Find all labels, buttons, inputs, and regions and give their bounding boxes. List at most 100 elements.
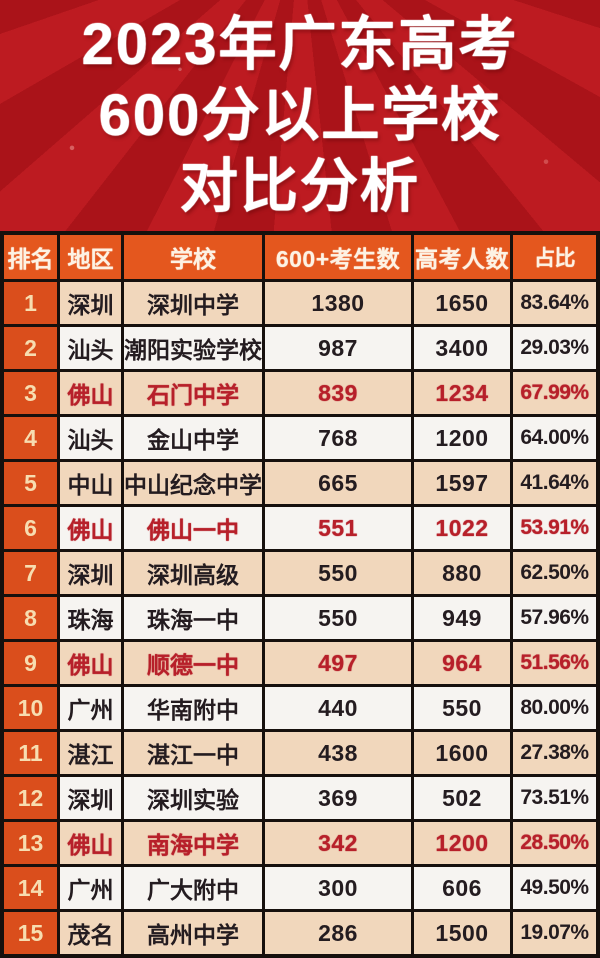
table-row: 10 广州 华南附中 440 550 80.00% <box>4 687 596 729</box>
percent-cell: 73.51% <box>513 777 596 819</box>
gaokao-total-cell: 1234 <box>414 372 510 414</box>
school-cell: 中山纪念中学 <box>124 462 262 504</box>
count-600-cell: 342 <box>265 822 411 864</box>
table-row: 1 深圳 深圳中学 1380 1650 83.64% <box>4 282 596 324</box>
school-cell: 深圳高级 <box>124 552 262 594</box>
count-600-cell: 550 <box>265 552 411 594</box>
percent-cell: 67.99% <box>513 372 596 414</box>
rank-cell: 7 <box>4 552 57 594</box>
count-600-cell: 550 <box>265 597 411 639</box>
gaokao-total-cell: 550 <box>414 687 510 729</box>
rank-cell: 11 <box>4 732 57 774</box>
percent-cell: 28.50% <box>513 822 596 864</box>
rank-cell: 13 <box>4 822 57 864</box>
school-cell: 金山中学 <box>124 417 262 459</box>
school-cell: 顺德一中 <box>124 642 262 684</box>
percent-cell: 53.91% <box>513 507 596 549</box>
table-row: 3 佛山 石门中学 839 1234 67.99% <box>4 372 596 414</box>
region-cell: 佛山 <box>60 642 121 684</box>
region-cell: 佛山 <box>60 822 121 864</box>
school-cell: 佛山一中 <box>124 507 262 549</box>
rank-cell: 15 <box>4 912 57 954</box>
percent-cell: 41.64% <box>513 462 596 504</box>
table-row: 8 珠海 珠海一中 550 949 57.96% <box>4 597 596 639</box>
table-row: 12 深圳 深圳实验 369 502 73.51% <box>4 777 596 819</box>
table-row: 6 佛山 佛山一中 551 1022 53.91% <box>4 507 596 549</box>
table-row: 9 佛山 顺德一中 497 964 51.56% <box>4 642 596 684</box>
gaokao-total-cell: 1022 <box>414 507 510 549</box>
school-cell: 深圳实验 <box>124 777 262 819</box>
title-line-2: 600分以上学校 <box>98 83 502 148</box>
header-gaokao-total: 高考人数 <box>414 235 510 279</box>
gaokao-total-cell: 1597 <box>414 462 510 504</box>
gaokao-total-cell: 949 <box>414 597 510 639</box>
table-row: 15 茂名 高州中学 286 1500 19.07% <box>4 912 596 954</box>
region-cell: 汕头 <box>60 417 121 459</box>
gaokao-total-cell: 1500 <box>414 912 510 954</box>
percent-cell: 29.03% <box>513 327 596 369</box>
school-cell: 高州中学 <box>124 912 262 954</box>
percent-cell: 19.07% <box>513 912 596 954</box>
region-cell: 佛山 <box>60 372 121 414</box>
gaokao-total-cell: 964 <box>414 642 510 684</box>
table-row: 2 汕头 潮阳实验学校 987 3400 29.03% <box>4 327 596 369</box>
rank-cell: 8 <box>4 597 57 639</box>
gaokao-total-cell: 1600 <box>414 732 510 774</box>
region-cell: 湛江 <box>60 732 121 774</box>
region-cell: 广州 <box>60 867 121 909</box>
table-header-row: 排名 地区 学校 600+考生数 高考人数 占比 <box>4 235 596 279</box>
count-600-cell: 369 <box>265 777 411 819</box>
table-row: 7 深圳 深圳高级 550 880 62.50% <box>4 552 596 594</box>
gaokao-total-cell: 606 <box>414 867 510 909</box>
count-600-cell: 665 <box>265 462 411 504</box>
region-cell: 深圳 <box>60 777 121 819</box>
rank-cell: 12 <box>4 777 57 819</box>
rank-cell: 4 <box>4 417 57 459</box>
count-600-cell: 497 <box>265 642 411 684</box>
region-cell: 珠海 <box>60 597 121 639</box>
count-600-cell: 768 <box>265 417 411 459</box>
percent-cell: 80.00% <box>513 687 596 729</box>
header-percent: 占比 <box>513 235 596 279</box>
school-cell: 珠海一中 <box>124 597 262 639</box>
rank-cell: 3 <box>4 372 57 414</box>
rank-cell: 5 <box>4 462 57 504</box>
table-row: 5 中山 中山纪念中学 665 1597 41.64% <box>4 462 596 504</box>
school-cell: 深圳中学 <box>124 282 262 324</box>
count-600-cell: 1380 <box>265 282 411 324</box>
school-cell: 华南附中 <box>124 687 262 729</box>
percent-cell: 83.64% <box>513 282 596 324</box>
region-cell: 佛山 <box>60 507 121 549</box>
region-cell: 茂名 <box>60 912 121 954</box>
rank-cell: 1 <box>4 282 57 324</box>
table-row: 11 湛江 湛江一中 438 1600 27.38% <box>4 732 596 774</box>
percent-cell: 64.00% <box>513 417 596 459</box>
table-row: 13 佛山 南海中学 342 1200 28.50% <box>4 822 596 864</box>
gaokao-total-cell: 1650 <box>414 282 510 324</box>
region-cell: 深圳 <box>60 552 121 594</box>
header-school: 学校 <box>124 235 262 279</box>
school-cell: 南海中学 <box>124 822 262 864</box>
poster-title: 2023年广东高考 600分以上学校 对比分析 <box>0 0 600 231</box>
gaokao-total-cell: 1200 <box>414 822 510 864</box>
table-row: 4 汕头 金山中学 768 1200 64.00% <box>4 417 596 459</box>
rank-cell: 2 <box>4 327 57 369</box>
region-cell: 汕头 <box>60 327 121 369</box>
gaokao-total-cell: 880 <box>414 552 510 594</box>
percent-cell: 57.96% <box>513 597 596 639</box>
gaokao-total-cell: 502 <box>414 777 510 819</box>
rank-cell: 9 <box>4 642 57 684</box>
school-cell: 潮阳实验学校 <box>124 327 262 369</box>
title-line-3: 对比分析 <box>179 154 420 219</box>
region-cell: 深圳 <box>60 282 121 324</box>
rank-cell: 10 <box>4 687 57 729</box>
region-cell: 广州 <box>60 687 121 729</box>
region-cell: 中山 <box>60 462 121 504</box>
count-600-cell: 440 <box>265 687 411 729</box>
school-cell: 湛江一中 <box>124 732 262 774</box>
count-600-cell: 286 <box>265 912 411 954</box>
header-region: 地区 <box>60 235 121 279</box>
count-600-cell: 839 <box>265 372 411 414</box>
school-cell: 广大附中 <box>124 867 262 909</box>
